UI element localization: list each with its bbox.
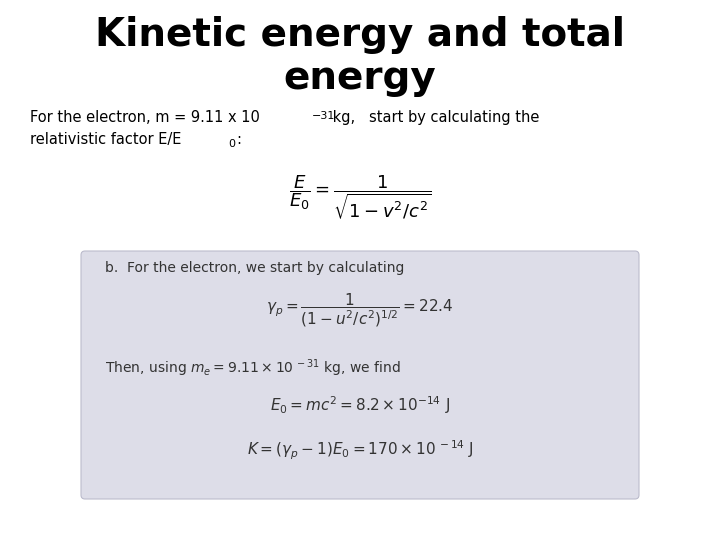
- Text: energy: energy: [284, 59, 436, 97]
- Text: b.  For the electron, we start by calculating: b. For the electron, we start by calcula…: [105, 261, 405, 275]
- Text: $E_0 = mc^2 = 8.2 \times 10^{-14}$ J: $E_0 = mc^2 = 8.2 \times 10^{-14}$ J: [270, 394, 450, 416]
- Text: Then, using $m_e = 9.11 \times 10^{\,-31}$ kg, we find: Then, using $m_e = 9.11 \times 10^{\,-31…: [105, 357, 400, 379]
- Text: $\dfrac{E}{E_0} = \dfrac{1}{\sqrt{1-v^2/c^2}}$: $\dfrac{E}{E_0} = \dfrac{1}{\sqrt{1-v^2/…: [289, 174, 431, 222]
- Text: 0: 0: [228, 139, 235, 149]
- Text: Kinetic energy and total: Kinetic energy and total: [95, 16, 625, 54]
- Text: relativistic factor E/E: relativistic factor E/E: [30, 132, 181, 147]
- Text: $\gamma_p = \dfrac{1}{(1 - u^2/c^2)^{1/2}} = 22.4$: $\gamma_p = \dfrac{1}{(1 - u^2/c^2)^{1/2…: [266, 291, 454, 329]
- Text: $K = (\gamma_p - 1)E_0 = 170 \times 10^{\,-14}$ J: $K = (\gamma_p - 1)E_0 = 170 \times 10^{…: [246, 438, 474, 462]
- Text: kg,   start by calculating the: kg, start by calculating the: [328, 110, 539, 125]
- FancyBboxPatch shape: [81, 251, 639, 499]
- Text: −31: −31: [312, 111, 336, 121]
- Text: For the electron, m = 9.11 x 10: For the electron, m = 9.11 x 10: [30, 110, 260, 125]
- Text: :: :: [236, 132, 241, 147]
